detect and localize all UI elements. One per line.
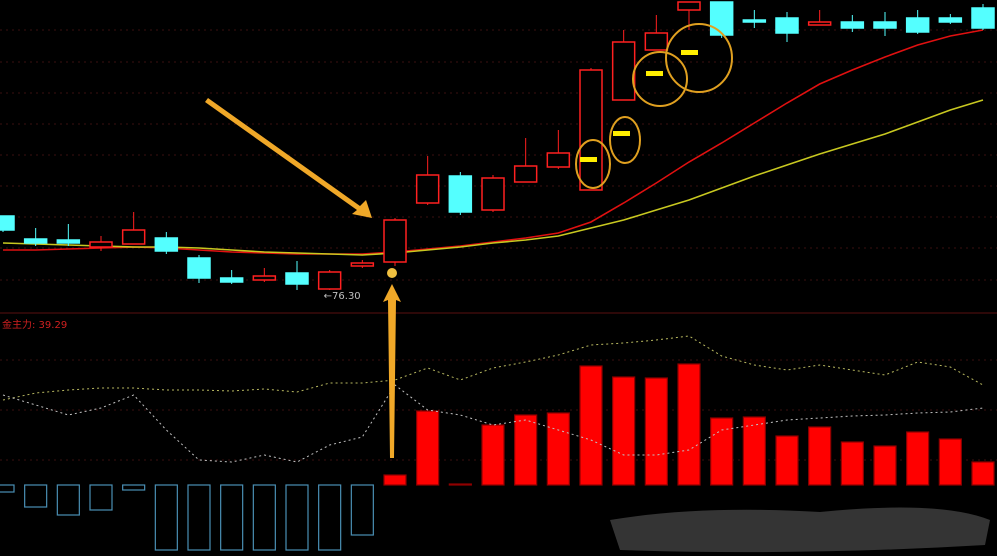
candle-body xyxy=(383,219,407,263)
candle-body xyxy=(513,165,538,183)
candle-body xyxy=(938,17,963,23)
bar xyxy=(481,424,505,486)
bar xyxy=(677,363,701,486)
candle-body xyxy=(350,262,375,267)
candle-body xyxy=(905,17,930,33)
candle-body xyxy=(89,241,113,248)
bar xyxy=(89,484,113,511)
candle-body xyxy=(121,229,146,245)
bar xyxy=(514,414,538,486)
candle-body xyxy=(644,32,669,51)
bar xyxy=(416,410,440,486)
candle-body xyxy=(840,21,865,29)
marker xyxy=(681,50,698,55)
highlight-circle xyxy=(575,139,611,189)
arrow xyxy=(205,98,372,218)
marker xyxy=(646,71,663,76)
candle-body xyxy=(187,257,211,279)
line-series xyxy=(2,335,984,401)
candle-body xyxy=(775,17,799,34)
bar xyxy=(612,376,636,486)
candle-body xyxy=(579,69,603,191)
candle-body xyxy=(448,175,473,213)
candle-body xyxy=(677,1,701,11)
candle-body xyxy=(415,174,440,204)
highlight-circle xyxy=(632,51,688,107)
candle-body xyxy=(709,1,734,36)
arrow xyxy=(383,284,401,458)
bar xyxy=(154,484,178,551)
bar xyxy=(742,416,766,486)
bar xyxy=(938,438,962,486)
overlay xyxy=(205,23,990,553)
bar xyxy=(318,484,342,551)
highlight-circle xyxy=(665,23,733,93)
candle-body xyxy=(971,7,995,29)
candle-body xyxy=(873,21,897,29)
bar xyxy=(808,426,832,486)
panel-title: 金主力: 39.29 xyxy=(2,318,67,331)
candle-body xyxy=(611,41,636,101)
annotation: ←76.30 xyxy=(324,291,361,302)
bar xyxy=(710,417,734,486)
candle-body xyxy=(285,272,309,285)
candle-body xyxy=(0,215,15,231)
bar xyxy=(906,431,930,486)
bar xyxy=(350,484,374,536)
bar xyxy=(383,474,407,486)
candle-body xyxy=(481,177,505,211)
bar xyxy=(24,484,48,508)
panel-grid xyxy=(0,29,997,461)
marker xyxy=(580,157,597,162)
coin-icon xyxy=(387,268,397,278)
bar xyxy=(546,412,570,486)
bar xyxy=(252,484,276,551)
bar xyxy=(56,484,80,516)
blur xyxy=(610,507,990,553)
candle-body xyxy=(219,277,244,283)
candle-body xyxy=(252,275,277,281)
candle-body xyxy=(807,21,832,26)
bar xyxy=(840,441,864,486)
bar xyxy=(220,484,244,551)
bar xyxy=(579,365,603,486)
candle-body xyxy=(56,239,81,244)
candle-body xyxy=(742,19,767,23)
bar xyxy=(775,435,799,486)
bar xyxy=(0,484,15,493)
bar xyxy=(187,484,211,551)
candle-body xyxy=(23,238,48,244)
candle-body xyxy=(154,237,179,252)
bar xyxy=(873,445,897,486)
bar xyxy=(122,484,146,491)
bar xyxy=(448,483,472,486)
candle-body xyxy=(546,152,571,168)
highlight-circle xyxy=(609,116,641,164)
bar xyxy=(971,461,995,486)
bar xyxy=(644,377,668,486)
marker xyxy=(613,131,630,136)
bar xyxy=(285,484,309,551)
candle-body xyxy=(317,271,342,290)
